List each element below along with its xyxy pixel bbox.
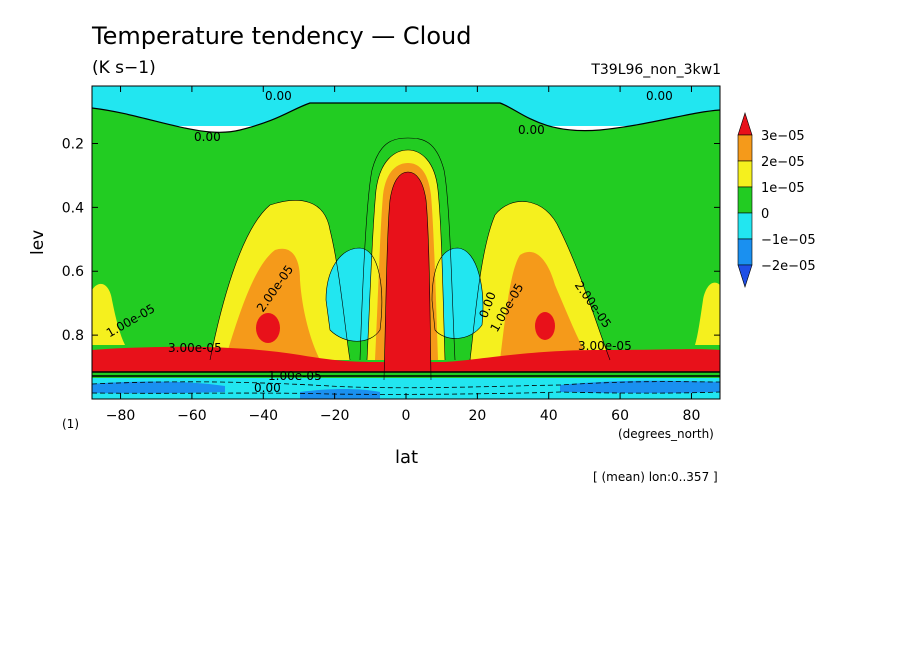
y-unit-note: (1) xyxy=(62,417,79,431)
x-tick-label: 80 xyxy=(683,408,701,424)
colorbar-label: 3e−05 xyxy=(761,129,805,144)
colorbar-segment xyxy=(737,134,753,162)
red-spot-right xyxy=(535,312,555,340)
chart-title: Temperature tendency — Cloud xyxy=(92,22,472,50)
colorbar: 3e−05 2e−05 1e−05 0 −1e−05 −2e−05 xyxy=(737,112,816,288)
x-axis: −80 −60 −40 −20 0 20 40 60 80 xyxy=(106,86,701,424)
colorbar-label: 0 xyxy=(761,207,769,222)
x-tick-label: 0 xyxy=(402,408,411,424)
run-id-label: T39L96_non_3kw1 xyxy=(591,62,721,78)
y-tick-label: 0.4 xyxy=(62,200,84,216)
yellow-edge-right xyxy=(695,282,720,345)
red-spot-left xyxy=(256,313,280,343)
lower-green-strip xyxy=(92,372,720,378)
x-tick-label: −40 xyxy=(248,408,278,424)
x-tick-label: 60 xyxy=(611,408,629,424)
contour-label: 0.00 xyxy=(265,89,292,103)
x-tick-label: −60 xyxy=(177,408,207,424)
y-axis: 0.2 0.4 0.6 0.8 xyxy=(62,136,720,344)
x-tick-label: −80 xyxy=(106,408,136,424)
red-column xyxy=(384,172,431,380)
colorbar-label: 2e−05 xyxy=(761,155,805,170)
lower-cyan-band xyxy=(92,378,720,399)
cyan-pocket-left xyxy=(326,248,382,342)
contour-label: 3.00e-05 xyxy=(578,339,632,353)
colorbar-segment xyxy=(737,186,753,214)
units-label: (K s−1) xyxy=(92,58,156,78)
contour-label: 1.00e-05 xyxy=(268,369,322,383)
colorbar-triangle-bottom xyxy=(737,264,753,288)
mean-note: [ (mean) lon:0..357 ] xyxy=(593,470,718,484)
contour-label: 0.00 xyxy=(646,89,673,103)
cyan-pocket-right xyxy=(432,248,483,339)
y-tick-label: 0.8 xyxy=(62,328,84,344)
colorbar-label: −2e−05 xyxy=(761,259,816,274)
colorbar-segment xyxy=(737,160,753,188)
x-units-label: (degrees_north) xyxy=(618,427,714,441)
yellow-edge-left xyxy=(92,283,125,345)
y-tick-label: 0.2 xyxy=(62,136,84,152)
x-tick-label: 20 xyxy=(468,408,486,424)
x-axis-label: lat xyxy=(395,447,419,468)
orange-hump-right xyxy=(500,251,590,360)
orange-hump-left xyxy=(225,248,320,360)
contour-label: 0.00 xyxy=(194,130,221,144)
colorbar-segment xyxy=(737,238,753,266)
x-tick-label: −20 xyxy=(320,408,350,424)
x-tick-label: 40 xyxy=(540,408,558,424)
colorbar-label: −1e−05 xyxy=(761,233,816,248)
colorbar-segment xyxy=(737,212,753,240)
plot-area: 0.00 0.00 0.00 0.00 2.00e-05 1.00e-05 3.… xyxy=(92,86,720,399)
y-tick-label: 0.6 xyxy=(62,264,84,280)
red-band-bottom xyxy=(92,346,720,372)
contour-label: 0.00 xyxy=(254,381,281,395)
lower-blue-pockets xyxy=(92,380,720,399)
contour-lines xyxy=(92,102,720,395)
colorbar-triangle-top xyxy=(737,112,753,136)
contour-label: 0.00 xyxy=(518,123,545,137)
colorbar-label: 1e−05 xyxy=(761,181,805,196)
contour-label: 3.00e-05 xyxy=(168,341,222,355)
